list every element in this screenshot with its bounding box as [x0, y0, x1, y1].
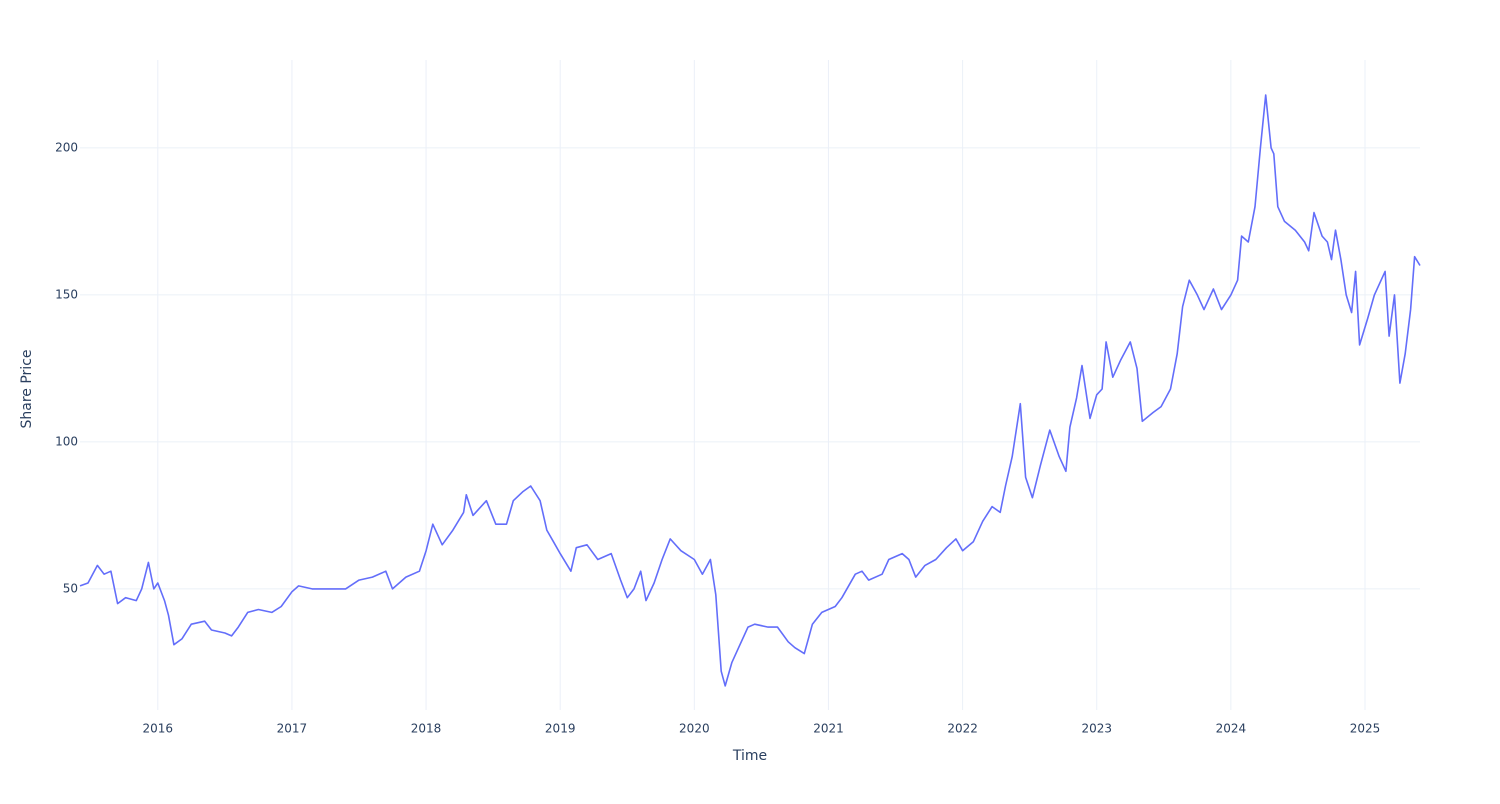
- x-tick-label: 2020: [679, 722, 710, 736]
- x-tick-label: 2017: [277, 722, 308, 736]
- x-axis-title: Time: [732, 748, 767, 764]
- x-tick-label: 2024: [1216, 722, 1247, 736]
- y-tick-label: 200: [55, 140, 78, 154]
- y-tick-label: 100: [55, 434, 78, 448]
- price-line: [79, 94, 1421, 687]
- y-tick-label: 150: [55, 287, 78, 301]
- x-tick-label: 2021: [813, 722, 844, 736]
- y-tick-label: 50: [63, 581, 78, 595]
- x-tick-label: 2023: [1081, 722, 1112, 736]
- x-tick-label: 2025: [1350, 722, 1381, 736]
- x-tick-label: 2019: [545, 722, 576, 736]
- x-tick-label: 2018: [411, 722, 442, 736]
- x-tick-label: 2016: [143, 722, 174, 736]
- y-axis-title: Share Price: [19, 349, 35, 428]
- x-tick-label: 2022: [947, 722, 978, 736]
